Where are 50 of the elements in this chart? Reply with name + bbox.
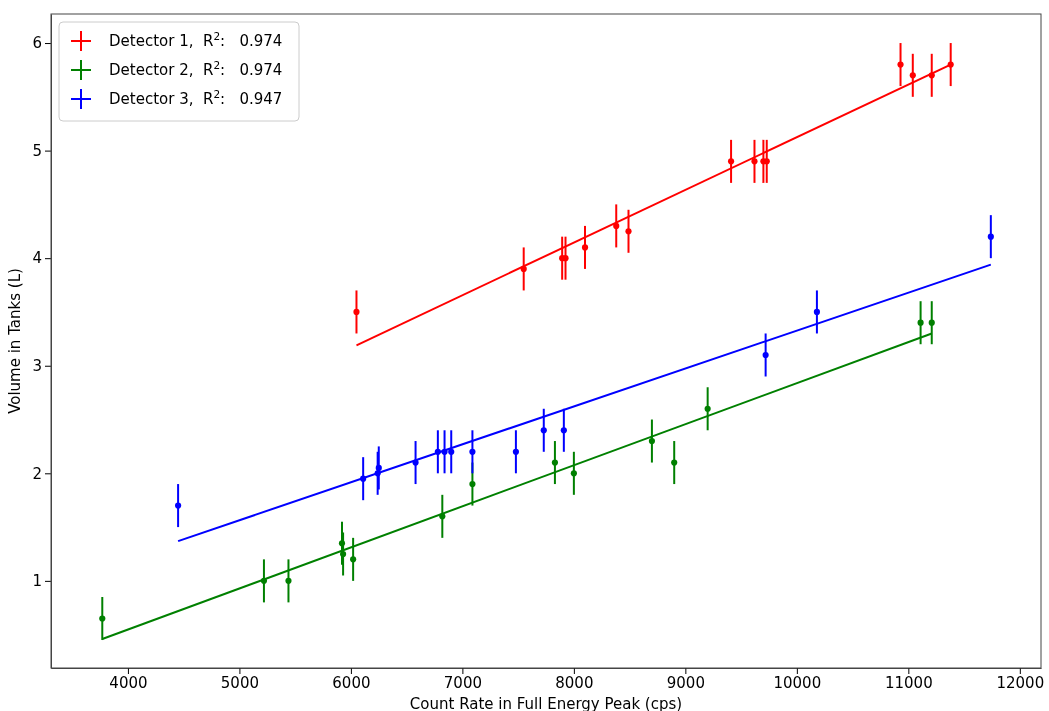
point <box>540 427 547 434</box>
y-tick-label: 6 <box>32 34 42 53</box>
point <box>581 244 589 251</box>
x-tick-label: 6000 <box>332 673 371 692</box>
point <box>285 577 292 584</box>
x-tick-label: 5000 <box>220 673 260 692</box>
point <box>175 502 182 509</box>
point <box>512 448 519 455</box>
point <box>648 437 655 445</box>
legend-label: Detector 2, R$^{2}$: 0.974 <box>109 59 283 79</box>
point <box>813 308 820 316</box>
legend-label: Detector 1, R$^{2}$: 0.974 <box>109 30 283 50</box>
x-tick-label: 11000 <box>884 673 933 692</box>
point <box>469 448 476 455</box>
y-axis-title: Volume in Tanks (L) <box>6 268 24 414</box>
y-tick-label: 1 <box>32 572 42 591</box>
point <box>704 405 711 412</box>
y-tick-label: 4 <box>32 249 42 268</box>
point <box>987 233 994 240</box>
point <box>751 158 758 165</box>
point <box>897 61 904 68</box>
point <box>99 615 106 622</box>
point <box>625 228 632 235</box>
point <box>671 459 678 466</box>
point <box>917 319 924 326</box>
point <box>570 470 577 477</box>
x-tick-label: 10000 <box>773 673 822 692</box>
y-tick-label: 2 <box>32 464 42 483</box>
point <box>928 319 935 326</box>
x-tick-label: 9000 <box>666 673 705 692</box>
x-tick-label: 12000 <box>996 673 1045 692</box>
point <box>762 351 769 359</box>
point <box>469 480 476 488</box>
point <box>909 72 916 79</box>
point <box>613 222 620 229</box>
point <box>340 550 347 558</box>
point <box>350 556 357 563</box>
y-tick-label: 3 <box>32 357 42 376</box>
x-tick-label: 8000 <box>555 673 594 692</box>
point <box>338 540 346 547</box>
x-tick-label: 4000 <box>109 673 148 692</box>
x-tick-label: 7000 <box>443 673 482 692</box>
point <box>353 308 360 316</box>
legend-label: Detector 3, R$^{2}$: 0.947 <box>109 88 283 108</box>
point <box>727 158 735 165</box>
point <box>551 459 559 466</box>
point <box>560 427 567 434</box>
y-tick-label: 5 <box>32 141 42 160</box>
point <box>448 448 455 455</box>
point <box>375 464 382 472</box>
